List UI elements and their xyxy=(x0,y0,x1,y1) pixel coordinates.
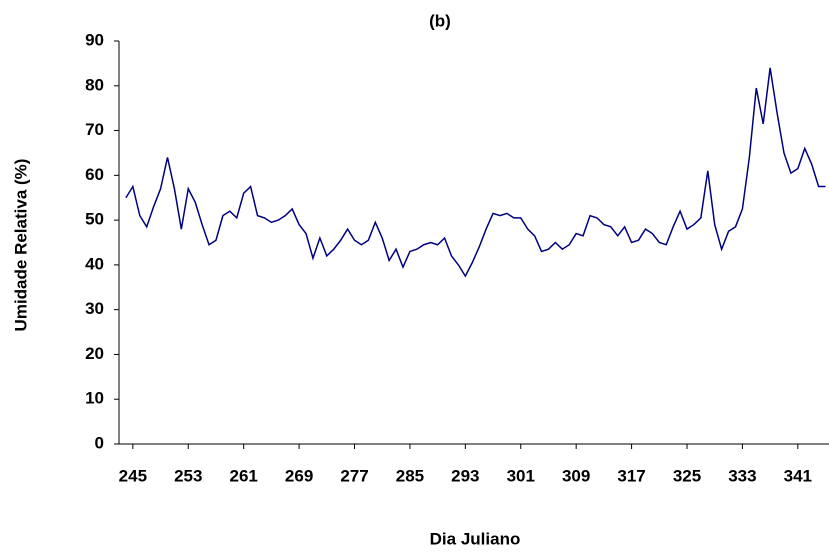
x-tick-label: 317 xyxy=(617,466,645,485)
x-tick-label: 269 xyxy=(285,466,313,485)
y-axis-label: Umidade Relativa (%) xyxy=(11,159,30,332)
y-tick-label: 60 xyxy=(85,165,104,184)
x-tick-label: 293 xyxy=(451,466,479,485)
x-tick-label: 285 xyxy=(396,466,424,485)
y-tick-label: 70 xyxy=(85,120,104,139)
x-tick-label: 261 xyxy=(229,466,257,485)
x-tick-label: 325 xyxy=(673,466,701,485)
y-tick-label: 30 xyxy=(85,299,104,318)
y-tick-label: 40 xyxy=(85,254,104,273)
x-tick-label: 301 xyxy=(507,466,535,485)
x-tick-label: 253 xyxy=(174,466,202,485)
x-tick-label: 341 xyxy=(784,466,812,485)
y-tick-label: 50 xyxy=(85,210,104,229)
x-tick-label: 245 xyxy=(119,466,147,485)
chart-title: (b) xyxy=(429,11,451,30)
data-line xyxy=(125,67,826,278)
y-tick-label: 10 xyxy=(85,389,104,408)
x-axis-label: Dia Juliano xyxy=(430,529,521,548)
x-tick-label: 309 xyxy=(562,466,590,485)
y-tick-label: 80 xyxy=(85,75,104,94)
x-tick-label: 277 xyxy=(340,466,368,485)
x-tick-label: 333 xyxy=(728,466,756,485)
y-tick-label: 20 xyxy=(85,344,104,363)
y-tick-label: 0 xyxy=(95,433,104,452)
y-tick-label: 90 xyxy=(85,30,104,49)
